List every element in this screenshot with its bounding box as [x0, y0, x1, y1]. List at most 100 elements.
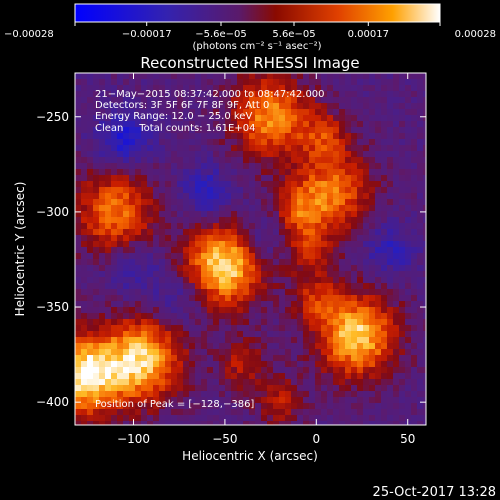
heatmap-cell	[321, 193, 328, 200]
heatmap-cell	[153, 265, 160, 272]
heatmap-cell	[147, 367, 154, 374]
heatmap-cell	[375, 367, 382, 374]
heatmap-cell	[249, 271, 256, 278]
heatmap-cell	[255, 367, 262, 374]
heatmap-cell	[129, 157, 136, 164]
heatmap-cell	[357, 415, 364, 422]
heatmap-cell	[195, 151, 202, 158]
heatmap-cell	[231, 337, 238, 344]
heatmap-cell	[333, 289, 340, 296]
heatmap-cell	[129, 121, 136, 128]
heatmap-cell	[393, 397, 400, 404]
heatmap-cell	[159, 151, 166, 158]
heatmap-cell	[255, 175, 262, 182]
heatmap-cell	[117, 331, 124, 338]
heatmap-cell	[237, 175, 244, 182]
heatmap-cell	[333, 319, 340, 326]
heatmap-cell	[321, 415, 328, 422]
heatmap-cell	[375, 217, 382, 224]
heatmap-cell	[333, 223, 340, 230]
heatmap-cell	[423, 193, 426, 200]
heatmap-cell	[309, 301, 316, 308]
heatmap-cell	[393, 337, 400, 344]
heatmap-cell	[351, 187, 358, 194]
heatmap-cell	[297, 397, 304, 404]
heatmap-cell	[381, 283, 388, 290]
heatmap-cell	[153, 337, 160, 344]
heatmap-cell	[369, 199, 376, 206]
heatmap-cell	[147, 313, 154, 320]
heatmap-cell	[201, 175, 208, 182]
heatmap-cell	[249, 265, 256, 272]
heatmap-cell	[87, 277, 94, 284]
heatmap-cell	[213, 217, 220, 224]
heatmap-cell	[177, 361, 184, 368]
heatmap-cell	[267, 91, 274, 98]
heatmap-cell	[123, 271, 130, 278]
heatmap-cell	[399, 109, 406, 116]
heatmap-cell	[219, 403, 226, 410]
heatmap-cell	[405, 169, 412, 176]
heatmap-cell	[183, 283, 190, 290]
heatmap-cell	[363, 169, 370, 176]
heatmap-cell	[369, 115, 376, 122]
heatmap-cell	[375, 163, 382, 170]
heatmap-cell	[255, 169, 262, 176]
heatmap-cell	[81, 103, 88, 110]
heatmap-cell	[189, 205, 196, 212]
heatmap-cell	[141, 313, 148, 320]
heatmap-cell	[207, 187, 214, 194]
heatmap-cell	[99, 397, 106, 404]
heatmap-cell	[393, 421, 400, 425]
heatmap-cell	[303, 349, 310, 356]
heatmap-cell	[255, 79, 262, 86]
heatmap-cell	[261, 85, 268, 92]
heatmap-cell	[99, 283, 106, 290]
heatmap-cell	[123, 163, 130, 170]
heatmap-cell	[129, 307, 136, 314]
heatmap-cell	[261, 127, 268, 134]
heatmap-cell	[147, 271, 154, 278]
heatmap-cell	[381, 211, 388, 218]
heatmap-cell	[231, 397, 238, 404]
heatmap-cell	[177, 301, 184, 308]
heatmap-cell	[411, 121, 418, 128]
heatmap-cell	[327, 325, 334, 332]
heatmap-cell	[99, 163, 106, 170]
heatmap-cell	[81, 85, 88, 92]
heatmap-cell	[183, 247, 190, 254]
heatmap-cell	[189, 277, 196, 284]
heatmap-cell	[201, 403, 208, 410]
heatmap-cell	[99, 259, 106, 266]
heatmap-cell	[423, 91, 426, 98]
heatmap-cell	[153, 97, 160, 104]
heatmap-cell	[381, 163, 388, 170]
heatmap-cell	[183, 139, 190, 146]
heatmap-cell	[411, 271, 418, 278]
heatmap-cell	[75, 391, 82, 398]
heatmap-cell	[117, 319, 124, 326]
heatmap-cell	[99, 181, 106, 188]
heatmap-cell	[225, 217, 232, 224]
heatmap-cell	[303, 313, 310, 320]
heatmap-cell	[309, 331, 316, 338]
heatmap-cell	[261, 121, 268, 128]
heatmap-cell	[387, 265, 394, 272]
heatmap-cell	[387, 313, 394, 320]
heatmap-cell	[117, 289, 124, 296]
heatmap-cell	[249, 289, 256, 296]
heatmap-cell	[147, 241, 154, 248]
heatmap-cell	[411, 133, 418, 140]
heatmap-cell	[411, 205, 418, 212]
heatmap-cell	[249, 235, 256, 242]
heatmap-cell	[111, 73, 118, 80]
heatmap-cell	[411, 151, 418, 158]
heatmap-cell	[261, 163, 268, 170]
heatmap-cell	[177, 223, 184, 230]
heatmap-cell	[321, 337, 328, 344]
heatmap-cell	[105, 373, 112, 380]
heatmap-cell	[291, 247, 298, 254]
heatmap-cell	[105, 277, 112, 284]
heatmap-cell	[225, 367, 232, 374]
heatmap-cell	[255, 391, 262, 398]
